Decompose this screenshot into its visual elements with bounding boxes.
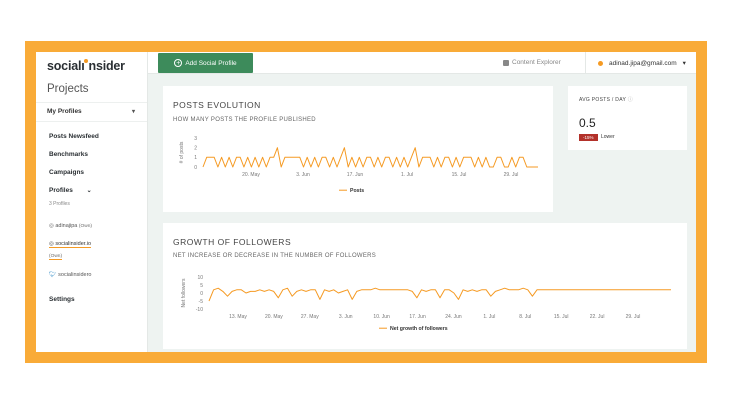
sidebar-item-settings[interactable]: Settings — [49, 296, 75, 303]
profile-name: socialinsidero — [58, 272, 92, 278]
card-title: POSTS EVOLUTION — [173, 100, 261, 110]
user-menu[interactable]: adinad.jipa@gmail.com ▾ — [585, 52, 696, 74]
x-tick-label: 3. Jun — [296, 172, 310, 178]
posts-chart: 0 1 2 3 # of posts 20. May 3. Jun 17. Jun 1. Jul… — [179, 136, 538, 194]
twitter-icon: 🐦︎ — [49, 272, 57, 278]
y-tick-label: 5 — [200, 283, 203, 289]
series-line — [208, 287, 671, 302]
logo-text-end: nsider — [88, 59, 126, 73]
card-title: GROWTH OF FOLLOWERS — [173, 237, 292, 247]
profile-socialinsidero[interactable]: 🐦︎ socialinsidero — [49, 271, 91, 278]
x-tick-label: 20. May — [265, 314, 283, 320]
sidebar-item-posts-newsfeed[interactable]: Posts Newsfeed — [49, 133, 99, 140]
x-tick-label: 27. May — [301, 314, 319, 320]
top-bar: + Add Social Profile Content Explorer ad… — [148, 52, 696, 74]
sidebar-item-profiles[interactable]: Profiles ⌄ — [49, 187, 92, 194]
profile-tag: (Own) — [78, 224, 92, 229]
y-tick-label: 2 — [194, 145, 197, 151]
profile-socialinsider[interactable]: ◎ socialinsider.io — [49, 241, 92, 248]
x-tick-label: 15. Jul — [554, 314, 569, 320]
profile-tag: (Own) — [49, 254, 63, 260]
x-tick-label: 17. Jun — [409, 314, 426, 320]
y-tick-label: -10 — [196, 307, 203, 313]
profile-adinajipa[interactable]: ◎ adinajipa (Own) — [49, 223, 92, 229]
app-window: socialı nsider Projects My Profiles ▾ Pos… — [36, 52, 696, 352]
projects-heading: Projects — [47, 83, 89, 95]
instagram-icon: ◎ — [49, 241, 54, 247]
logo-dot-icon — [83, 59, 88, 63]
x-tick-label: 13. May — [229, 314, 247, 320]
y-tick-label: 10 — [197, 275, 203, 281]
profile-tag-own: (Own) — [49, 253, 63, 260]
y-tick-label: 3 — [194, 136, 197, 142]
sidebar-item-campaigns[interactable]: Campaigns — [49, 169, 85, 176]
x-tick-label: 1. Jul — [483, 314, 495, 320]
y-tick-label: 0 — [200, 291, 203, 297]
book-icon — [503, 59, 509, 66]
chevron-down-icon: ⌄ — [86, 188, 92, 194]
card-subtitle: NET INCREASE OR DECREASE IN THE NUMBER O… — [173, 253, 377, 259]
caret-down-icon: ▾ — [682, 60, 686, 67]
y-axis-label: # of posts — [179, 141, 185, 163]
status-dot-icon — [598, 60, 603, 66]
x-tick-label: 20. May — [242, 172, 260, 178]
avg-value: 0.5 — [579, 116, 596, 130]
logo-text-start: social — [47, 59, 82, 73]
content-explorer-label: Content Explorer — [512, 59, 561, 66]
x-tick-label: 3. Jun — [339, 314, 353, 320]
y-tick-label: 0 — [194, 165, 197, 171]
chevron-down-icon: ▾ — [131, 109, 135, 115]
user-email: adinad.jipa@gmail.com — [609, 59, 677, 67]
logo-text-i: ı — [81, 59, 85, 73]
sidebar-item-profiles-label: Profiles — [49, 187, 73, 194]
card-subtitle: HOW MANY POSTS THE PROFILE PUBLISHED — [173, 117, 316, 123]
my-profiles-label: My Profiles — [47, 108, 82, 115]
x-tick-label: 24. Jun — [445, 314, 462, 320]
avg-title-label: AVG POSTS / DAY — [579, 97, 627, 103]
change-badge: -15% — [579, 134, 598, 141]
legend-label: Posts — [350, 188, 364, 194]
x-tick-label: 8. Jul — [519, 314, 531, 320]
avg-title: AVG POSTS / DAY ⓘ — [579, 96, 633, 103]
profile-name: adinajipa — [55, 223, 78, 229]
x-tick-label: 29. Jul — [626, 314, 641, 320]
y-tick-label: -5 — [199, 299, 204, 305]
change-label: Lower — [601, 134, 615, 140]
x-tick-label: 17. Jun — [347, 172, 364, 178]
avg-posts-card: AVG POSTS / DAY ⓘ 0.5 -15% Lower — [568, 86, 687, 150]
legend-label: Net growth of followers — [390, 326, 448, 332]
add-social-profile-label: Add Social Profile — [185, 59, 237, 67]
my-profiles-dropdown[interactable]: My Profiles ▾ — [36, 102, 147, 122]
x-tick-label: 1. Jul — [401, 172, 413, 178]
content-explorer-link[interactable]: Content Explorer — [503, 59, 561, 66]
followers-chart: -10 -5 0 5 10 Net followers 13. May 20. May 27. … — [181, 275, 671, 332]
x-tick-label: 10. Jun — [373, 314, 390, 320]
y-axis-label: Net followers — [181, 278, 187, 307]
profile-name: socialinsider.io — [55, 241, 92, 247]
add-social-profile-button[interactable]: + Add Social Profile — [158, 53, 253, 73]
profiles-count: 3 Profiles — [49, 201, 70, 207]
x-tick-label: 15. Jul — [452, 172, 467, 178]
growth-of-followers-card: GROWTH OF FOLLOWERS NET INCREASE OR DECR… — [163, 223, 687, 349]
y-tick-label: 1 — [194, 155, 197, 161]
sidebar-item-benchmarks[interactable]: Benchmarks — [49, 151, 89, 158]
logo[interactable]: socialı nsider — [47, 59, 125, 73]
sidebar: socialı nsider Projects My Profiles ▾ Pos… — [36, 52, 148, 352]
instagram-icon: ◎ — [49, 223, 54, 229]
info-icon[interactable]: ⓘ — [627, 97, 634, 103]
x-tick-label: 22. Jul — [590, 314, 605, 320]
posts-evolution-card: POSTS EVOLUTION HOW MANY POSTS THE PROFI… — [163, 86, 553, 212]
x-tick-label: 29. Jul — [504, 172, 519, 178]
series-line — [202, 147, 538, 168]
plus-circle-icon: + — [174, 59, 183, 67]
